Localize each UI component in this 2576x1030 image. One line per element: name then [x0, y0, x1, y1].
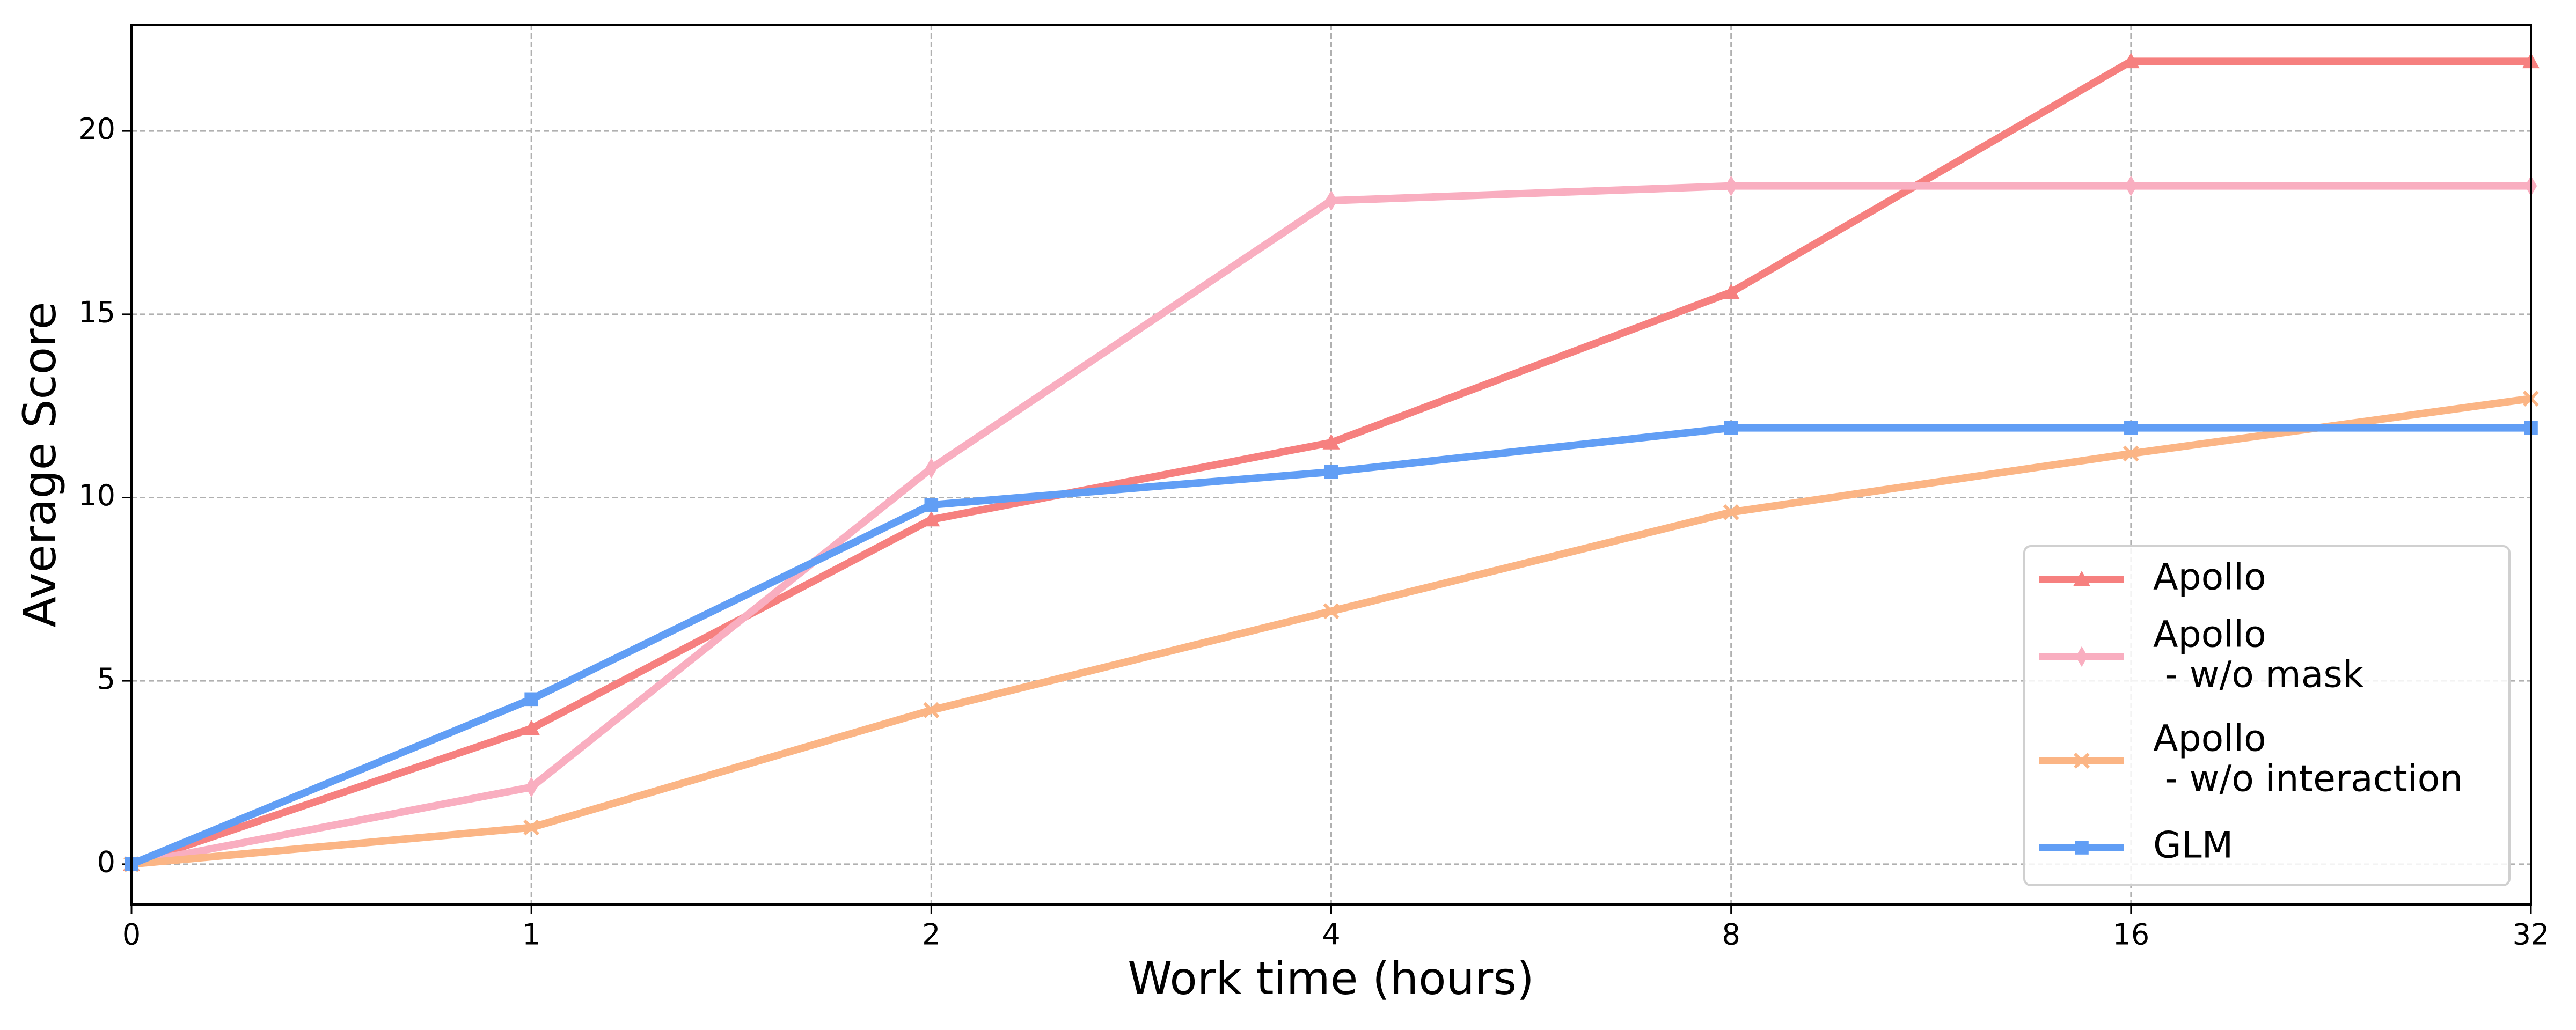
x-axis-label: Work time (hours): [1128, 952, 1534, 1005]
legend-label: Apollo - w/o interaction: [2153, 717, 2463, 800]
marker: [523, 720, 540, 735]
legend-label: Apollo - w/o mask: [2153, 613, 2364, 696]
marker: [2075, 646, 2088, 667]
x-tick-label: 32: [2513, 918, 2550, 952]
marker: [523, 819, 540, 836]
y-tick-label: 15: [78, 295, 115, 329]
marker: [525, 777, 538, 798]
y-tick-label: 0: [97, 845, 115, 879]
x-tick-label: 2: [922, 918, 940, 952]
marker: [1725, 175, 1737, 196]
x-tick-label: 0: [122, 918, 141, 952]
marker: [2124, 421, 2138, 435]
marker: [923, 702, 940, 718]
y-tick-label: 20: [78, 112, 115, 146]
y-tick-label: 5: [97, 662, 115, 696]
marker: [2074, 753, 2090, 769]
marker: [924, 498, 939, 512]
legend-label: Apollo: [2153, 556, 2266, 599]
x-tick-label: 8: [1722, 918, 1740, 952]
marker: [2073, 571, 2090, 586]
marker: [2075, 841, 2089, 855]
marker: [1323, 603, 1340, 620]
marker: [2125, 175, 2138, 196]
marker: [925, 458, 938, 479]
marker: [923, 511, 940, 527]
x-tick-label: 16: [2112, 918, 2149, 952]
legend-box: [2023, 545, 2511, 886]
marker: [1722, 283, 1740, 299]
marker: [1724, 421, 1738, 435]
marker: [1325, 190, 1337, 211]
marker: [524, 692, 538, 707]
x-tick-label: 1: [522, 918, 540, 952]
x-tick-label: 4: [1322, 918, 1340, 952]
marker: [1324, 465, 1338, 479]
legend-label: GLM: [2153, 825, 2233, 867]
y-tick-label: 10: [78, 479, 115, 512]
marker: [1723, 504, 1739, 520]
marker: [2122, 53, 2140, 69]
plot-frame: [130, 24, 2532, 906]
y-axis-label: Average Score: [13, 302, 66, 628]
marker: [1322, 434, 1340, 450]
marker: [2123, 445, 2139, 462]
